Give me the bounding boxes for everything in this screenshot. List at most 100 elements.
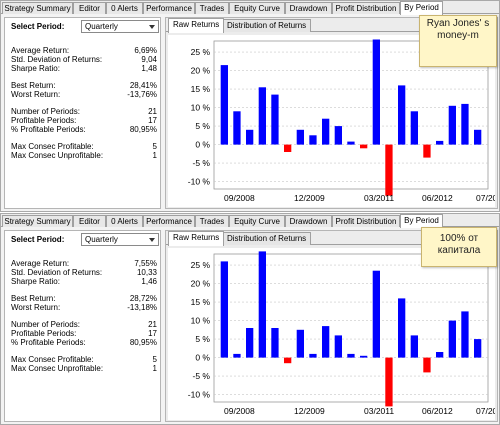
stat-worst-return: Worst Return: -13,18% <box>11 303 157 312</box>
bar <box>398 298 406 358</box>
stat-average-return: Average Return: 6,69% <box>11 46 157 55</box>
y-tick-label: -10 % <box>188 177 211 187</box>
period-select-value: Quarterly <box>85 235 118 244</box>
note-sticky: Ryan Jones' s money-m <box>419 15 497 67</box>
tab-alerts[interactable]: 0 Alerts <box>106 215 143 227</box>
x-tick-label: 12/2009 <box>294 406 325 416</box>
returns-chart: 25 % 20 % 15 % 10 % 5 % 0 % -5 % -10 % 09/2008 12… <box>168 248 495 420</box>
bar <box>360 144 368 149</box>
chart-subtabs: Raw Returns Distribution of Returns <box>166 231 497 246</box>
bar <box>284 357 292 364</box>
y-tick-label: -10 % <box>188 390 211 400</box>
y-tick-label: 25 % <box>191 260 211 270</box>
stat-sharpe: Sharpe Ratio: 1,46 <box>11 277 157 286</box>
stat-best-return: Best Return: 28,72% <box>11 294 157 303</box>
bar <box>220 261 228 358</box>
tab-profit-distribution[interactable]: Profit Distribution <box>332 215 400 227</box>
bar <box>284 144 292 152</box>
chevron-down-icon <box>149 25 155 29</box>
bar <box>334 126 342 145</box>
bar <box>372 39 380 145</box>
period-select[interactable]: Quarterly <box>81 20 159 33</box>
panel-bottom: Strategy Summary Editor 0 Alerts Perform… <box>0 213 500 425</box>
tab-strategy-summary[interactable]: Strategy Summary <box>2 215 73 227</box>
bar <box>246 328 254 358</box>
tab-alerts[interactable]: 0 Alerts <box>106 2 143 14</box>
stat-max-consec-profitable: Max Consec Profitable: 5 <box>11 142 157 151</box>
tab-editor[interactable]: Editor <box>73 2 106 14</box>
subtab-distribution[interactable]: Distribution of Returns <box>222 19 312 32</box>
subtab-raw-returns[interactable]: Raw Returns <box>168 231 225 246</box>
stat-pct-profitable: % Profitable Periods: 80,95% <box>11 125 157 134</box>
tab-profit-distribution[interactable]: Profit Distribution <box>332 2 400 14</box>
bar <box>474 129 482 145</box>
bar <box>372 270 380 358</box>
stat-profitable-periods: Profitable Periods: 17 <box>11 116 157 125</box>
bar <box>309 353 317 358</box>
tab-equity-curve[interactable]: Equity Curve <box>229 2 285 14</box>
tab-by-period[interactable]: By Period <box>400 214 443 228</box>
bar <box>448 105 456 145</box>
tab-performance[interactable]: Performance <box>143 2 195 14</box>
period-select-value: Quarterly <box>85 22 118 31</box>
period-select[interactable]: Quarterly <box>81 233 159 246</box>
x-tick-label: 07/2013 <box>476 406 495 416</box>
y-tick-label: 15 % <box>191 84 211 94</box>
y-tick-label: 10 % <box>191 103 211 113</box>
tab-performance[interactable]: Performance <box>143 215 195 227</box>
bar <box>220 65 228 145</box>
bar <box>461 103 469 145</box>
stat-std-dev: Std. Deviation of Returns: 10,33 <box>11 268 157 277</box>
tab-trades[interactable]: Trades <box>195 215 229 227</box>
stat-average-return: Average Return: 7,55% <box>11 259 157 268</box>
stat-num-periods: Number of Periods: 21 <box>11 320 157 329</box>
stat-best-return: Best Return: 28,41% <box>11 81 157 90</box>
tab-strategy-summary[interactable]: Strategy Summary <box>2 2 73 14</box>
bar <box>258 251 266 358</box>
x-tick-label: 12/2009 <box>294 193 325 203</box>
y-tick-label: 25 % <box>191 47 211 57</box>
plot-area <box>213 253 489 403</box>
bar <box>296 129 304 145</box>
x-tick-label: 09/2008 <box>224 406 255 416</box>
tab-drawdown[interactable]: Drawdown <box>285 2 332 14</box>
y-tick-label: 5 % <box>195 334 210 344</box>
bar <box>385 144 393 196</box>
returns-chart-svg: 25 % 20 % 15 % 10 % 5 % 0 % -5 % -10 % 09/2008 12… <box>188 39 495 203</box>
tab-editor[interactable]: Editor <box>73 215 106 227</box>
subtab-distribution[interactable]: Distribution of Returns <box>222 232 312 245</box>
stats-panel: Select Period: Quarterly Average Return:… <box>4 17 161 209</box>
subtab-raw-returns[interactable]: Raw Returns <box>168 18 225 33</box>
bar <box>258 87 266 145</box>
panel-top: Strategy Summary Editor 0 Alerts Perform… <box>0 0 500 212</box>
bar <box>436 352 444 358</box>
bar <box>423 357 431 373</box>
bar <box>233 111 241 145</box>
tab-trades[interactable]: Trades <box>195 2 229 14</box>
tab-drawdown[interactable]: Drawdown <box>285 215 332 227</box>
bar <box>271 328 279 358</box>
bar <box>271 94 279 145</box>
stat-worst-return: Worst Return: -13,76% <box>11 90 157 99</box>
bar <box>309 135 317 145</box>
bar <box>385 357 393 407</box>
bar <box>296 329 304 358</box>
bar <box>360 355 368 358</box>
y-tick-label: 5 % <box>195 121 210 131</box>
tab-bar: Strategy Summary Editor 0 Alerts Perform… <box>1 214 499 228</box>
note-sticky: 100% от капитала <box>421 227 497 267</box>
x-tick-label: 06/2012 <box>422 193 453 203</box>
bar <box>410 335 418 358</box>
bar <box>347 353 355 358</box>
bar <box>474 339 482 358</box>
stat-max-consec-unprofitable: Max Consec Unprofitable: 1 <box>11 151 157 160</box>
stat-num-periods: Number of Periods: 21 <box>11 107 157 116</box>
bar <box>233 353 241 358</box>
bar <box>322 326 330 358</box>
bar <box>246 129 254 145</box>
tab-equity-curve[interactable]: Equity Curve <box>229 215 285 227</box>
y-tick-label: 20 % <box>191 66 211 76</box>
stats-panel: Select Period: Quarterly Average Return:… <box>4 230 161 422</box>
tab-by-period[interactable]: By Period <box>400 1 443 15</box>
bar <box>334 335 342 358</box>
